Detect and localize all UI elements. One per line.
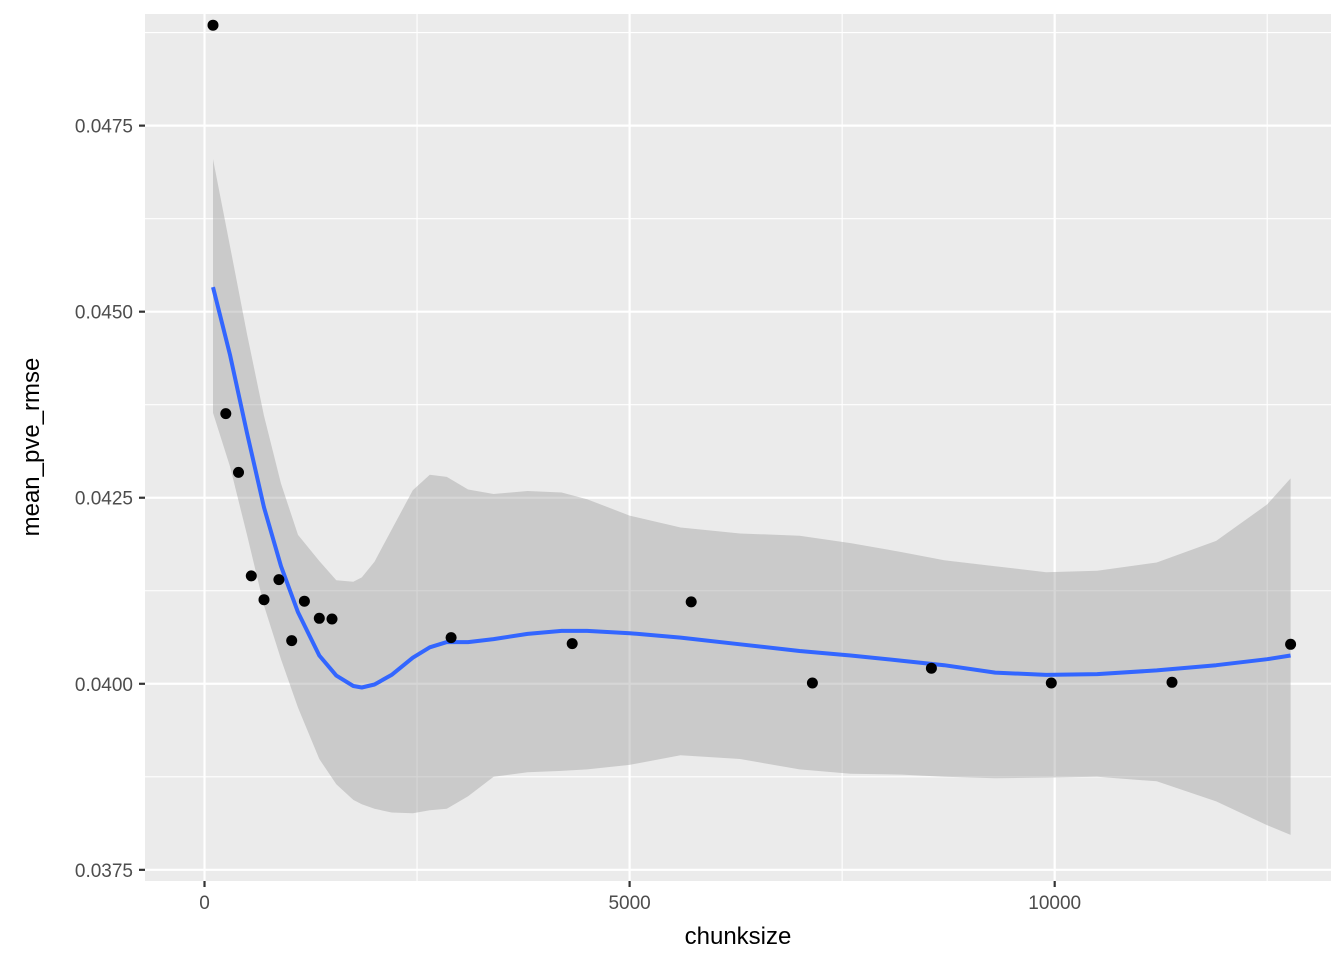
data-point (685, 596, 697, 608)
x-tick-label: 0 (199, 893, 210, 914)
data-point (1045, 677, 1057, 689)
grid-major (145, 14, 1331, 881)
smooth-line (211, 286, 1291, 690)
smooth-curve (211, 286, 1291, 690)
data-point (220, 408, 232, 420)
panel-background (145, 14, 1331, 881)
data-point (286, 635, 298, 647)
data-point (1166, 676, 1178, 688)
confidence-band (213, 159, 1291, 835)
y-tick-label: 0.0400 (75, 675, 133, 696)
data-point (1285, 638, 1297, 650)
y-tick-label: 0.0475 (75, 117, 133, 138)
x-axis-title: chunksize (685, 923, 792, 950)
data-point (245, 570, 257, 582)
y-tick-label: 0.0450 (75, 303, 133, 324)
data-point (207, 19, 219, 31)
tick-labels: 0 5000 10000 0.0375 0.0400 0.0425 0.0450 0.0475 (75, 117, 1081, 914)
x-tick-label: 5000 (608, 893, 650, 914)
grid-minor (145, 14, 1331, 881)
points (207, 19, 1297, 689)
x-tick-label: 10000 (1028, 893, 1081, 914)
data-point (326, 613, 338, 625)
data-point (445, 632, 457, 644)
data-point (273, 574, 285, 586)
confidence-ribbon (213, 159, 1291, 835)
y-tick-label: 0.0425 (75, 489, 133, 510)
y-tick-label: 0.0375 (75, 861, 133, 882)
data-point (313, 612, 325, 624)
data-point (925, 662, 937, 674)
axis-ticks (139, 124, 1056, 887)
data-point (566, 638, 578, 650)
data-point (258, 594, 270, 606)
y-axis-title: mean_pve_rmse (18, 358, 45, 537)
data-point (233, 466, 244, 478)
data-point (806, 677, 818, 689)
data-point (298, 595, 310, 607)
